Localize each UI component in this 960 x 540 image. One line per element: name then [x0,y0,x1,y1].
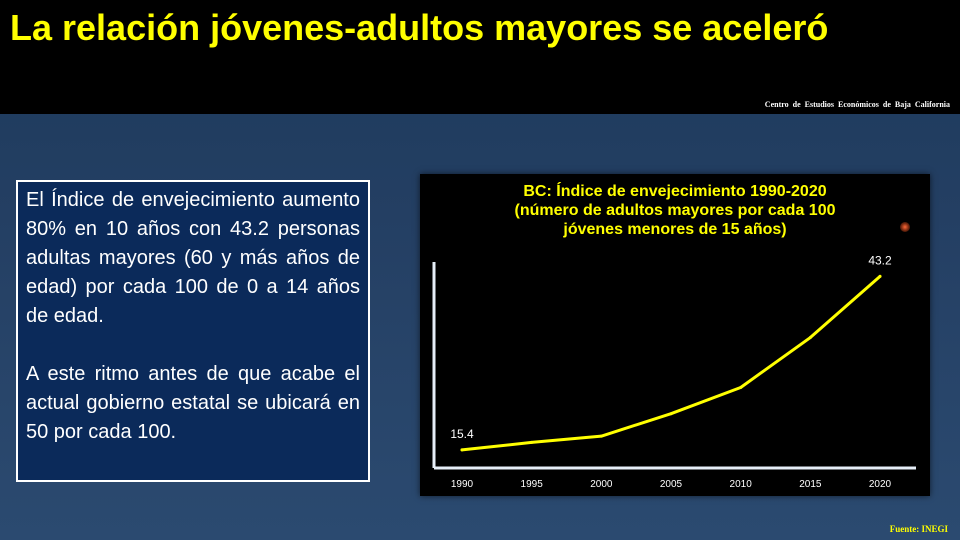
chart-title: BC: Índice de envejecimiento 1990-2020 (… [420,182,930,239]
data-point [739,385,743,389]
source-note: Fuente: INEGI [889,524,948,534]
data-point [460,448,464,452]
aging-index-line-chart: 1990 1995 2000 2005 2010 2015 2020 15.4 43.2 [432,253,916,490]
chart-title-line-2: (número de adultos mayores por cada 100 [514,202,836,219]
data-label: 15.4 [450,427,474,441]
data-point [669,412,673,416]
slide-title: La relación jóvenes-adultos mayores se a… [10,7,829,48]
chart-title-line-3: jóvenes menores de 15 años) [563,221,787,238]
data-label: 43.2 [868,253,892,267]
summary-paragraph-1: El Índice de envejecimiento aumento 80% … [26,189,360,327]
x-tick-label: 2005 [660,479,683,490]
slide-header: La relación jóvenes-adultos mayores se a… [0,0,960,114]
organization-name: Centro de Estudios Económicos de Baja Ca… [764,100,950,109]
x-tick-label: 2000 [590,479,613,490]
data-point [878,274,882,278]
summary-paragraph-2: A este ritmo antes de que acabe el actua… [26,363,360,443]
chart-title-line-1: BC: Índice de envejecimiento 1990-2020 [523,183,827,200]
x-tick-label: 2010 [730,479,753,490]
data-point [530,440,534,444]
series-line [460,274,882,452]
data-point [808,336,812,340]
x-tick-label: 1990 [451,479,474,490]
decorative-glow [900,222,910,232]
x-tick-label: 2015 [799,479,822,490]
chart-panel: 1990 1995 2000 2005 2010 2015 2020 15.4 43.2 BC:… [420,174,930,496]
data-point [599,434,603,438]
summary-textbox: El Índice de envejecimiento aumento 80% … [16,180,370,482]
x-tick-label: 2020 [869,479,892,490]
x-tick-label: 1995 [521,479,544,490]
